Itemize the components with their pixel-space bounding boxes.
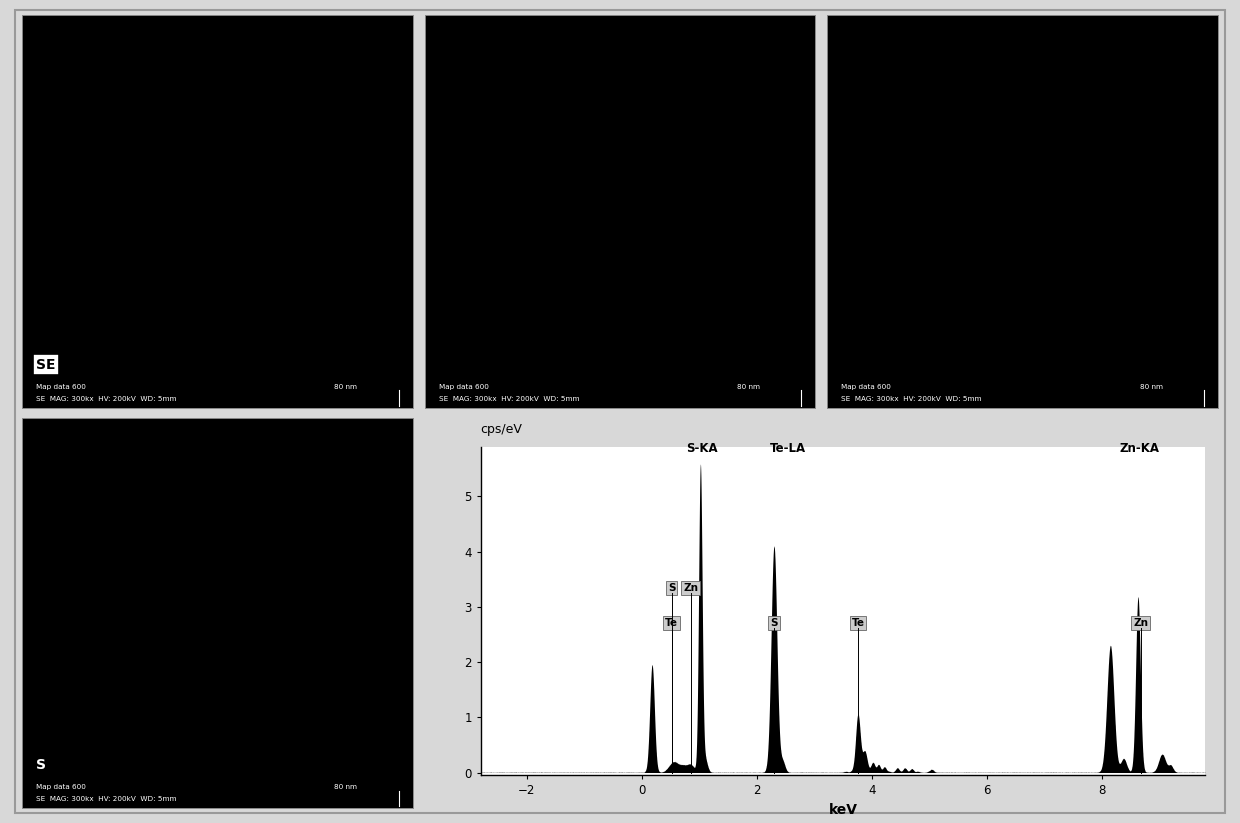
Text: Zn-KA: Zn-KA xyxy=(1120,442,1159,455)
Text: cps/eV: cps/eV xyxy=(481,423,522,436)
Text: SE  MAG: 300kx  HV: 200kV  WD: 5mm: SE MAG: 300kx HV: 200kV WD: 5mm xyxy=(439,396,579,402)
Text: Te-LA: Te-LA xyxy=(770,442,806,455)
Text: SE  MAG: 300kx  HV: 200kV  WD: 5mm: SE MAG: 300kx HV: 200kV WD: 5mm xyxy=(841,396,982,402)
Text: 80 nm: 80 nm xyxy=(335,784,357,790)
Text: Map data 600: Map data 600 xyxy=(36,384,86,390)
Text: Zn: Zn xyxy=(1133,618,1148,628)
Text: Te: Te xyxy=(665,618,678,628)
Text: SE  MAG: 300kx  HV: 200kV  WD: 5mm: SE MAG: 300kx HV: 200kV WD: 5mm xyxy=(36,796,176,802)
Text: S: S xyxy=(770,618,777,628)
Text: S: S xyxy=(36,758,46,772)
Text: Zn: Zn xyxy=(683,584,698,593)
Text: Map data 600: Map data 600 xyxy=(841,384,892,390)
Text: SE: SE xyxy=(36,358,56,372)
Text: SE  MAG: 300kx  HV: 200kV  WD: 5mm: SE MAG: 300kx HV: 200kV WD: 5mm xyxy=(36,396,176,402)
Text: S-KA: S-KA xyxy=(686,442,718,455)
Text: S: S xyxy=(668,584,676,593)
Text: 80 nm: 80 nm xyxy=(737,384,760,390)
X-axis label: keV: keV xyxy=(828,803,858,817)
Text: Te: Te xyxy=(852,618,864,628)
Text: Map data 600: Map data 600 xyxy=(439,384,489,390)
FancyBboxPatch shape xyxy=(15,10,1225,813)
Text: Map data 600: Map data 600 xyxy=(36,784,86,790)
Text: 80 nm: 80 nm xyxy=(335,384,357,390)
Text: 80 nm: 80 nm xyxy=(1140,384,1163,390)
